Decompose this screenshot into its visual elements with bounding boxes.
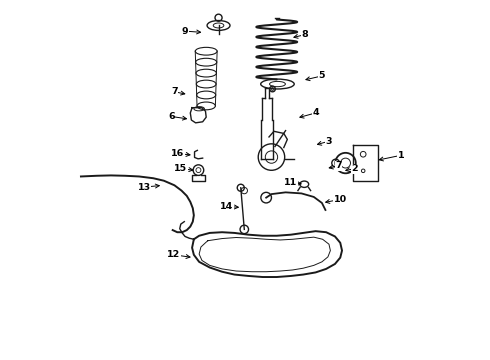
Text: 9: 9 [182,27,188,36]
Text: 8: 8 [302,30,308,39]
Text: 11: 11 [284,178,297,187]
Text: 4: 4 [312,108,319,117]
Text: 7: 7 [335,161,342,170]
Text: 6: 6 [168,112,175,121]
Text: 10: 10 [334,195,347,204]
Text: 14: 14 [220,202,233,211]
Text: 2: 2 [351,164,358,173]
Text: 15: 15 [174,164,187,173]
Text: 3: 3 [326,137,332,146]
Text: 16: 16 [172,149,185,158]
Text: 7: 7 [171,87,178,96]
Text: 1: 1 [397,151,404,160]
Text: 13: 13 [138,183,151,192]
Text: 5: 5 [318,71,325,80]
Text: 12: 12 [167,250,180,259]
